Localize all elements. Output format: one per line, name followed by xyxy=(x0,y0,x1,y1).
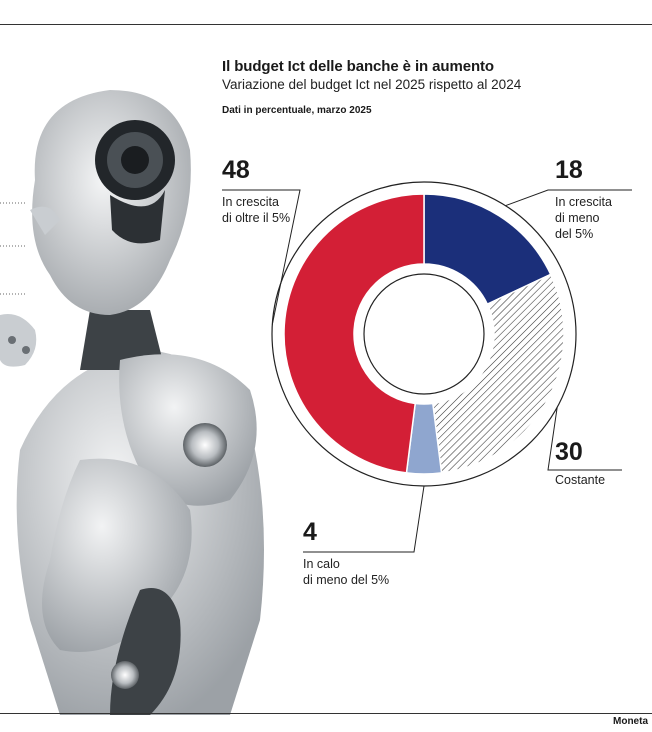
slice-label-growth-over-5: In crescita di oltre il 5% xyxy=(222,195,291,225)
leader-line-48 xyxy=(222,189,301,325)
slice-label-constant: Costante xyxy=(555,473,606,487)
donut-slice-18 xyxy=(423,193,552,306)
donut-inner-ring xyxy=(363,273,485,395)
value-label-48: 48 xyxy=(222,156,250,184)
slice-label-decline-under-5: In calo di meno del 5% xyxy=(303,557,390,587)
slice-label-growth-under-5: In crescita di meno del 5% xyxy=(555,195,612,241)
value-label-4: 4 xyxy=(303,518,317,546)
donut-slice-30 xyxy=(431,273,565,474)
data-note: Dati in percentuale, marzo 2025 xyxy=(222,105,372,116)
source-credit: Moneta xyxy=(613,716,648,727)
leader-line-30 xyxy=(547,407,622,471)
leader-line-4 xyxy=(303,485,425,553)
donut-slice-48 xyxy=(283,193,425,474)
value-label-18: 18 xyxy=(555,156,583,184)
bottom-rule xyxy=(0,713,652,714)
leader-line-18 xyxy=(505,189,632,207)
chart-subtitle: Variazione del budget Ict nel 2025 rispe… xyxy=(222,77,522,92)
robot-illustration xyxy=(0,90,264,715)
chart-title: Il budget Ict delle banche è in aumento xyxy=(222,58,494,75)
value-label-30: 30 xyxy=(555,438,583,466)
top-rule xyxy=(0,24,652,25)
